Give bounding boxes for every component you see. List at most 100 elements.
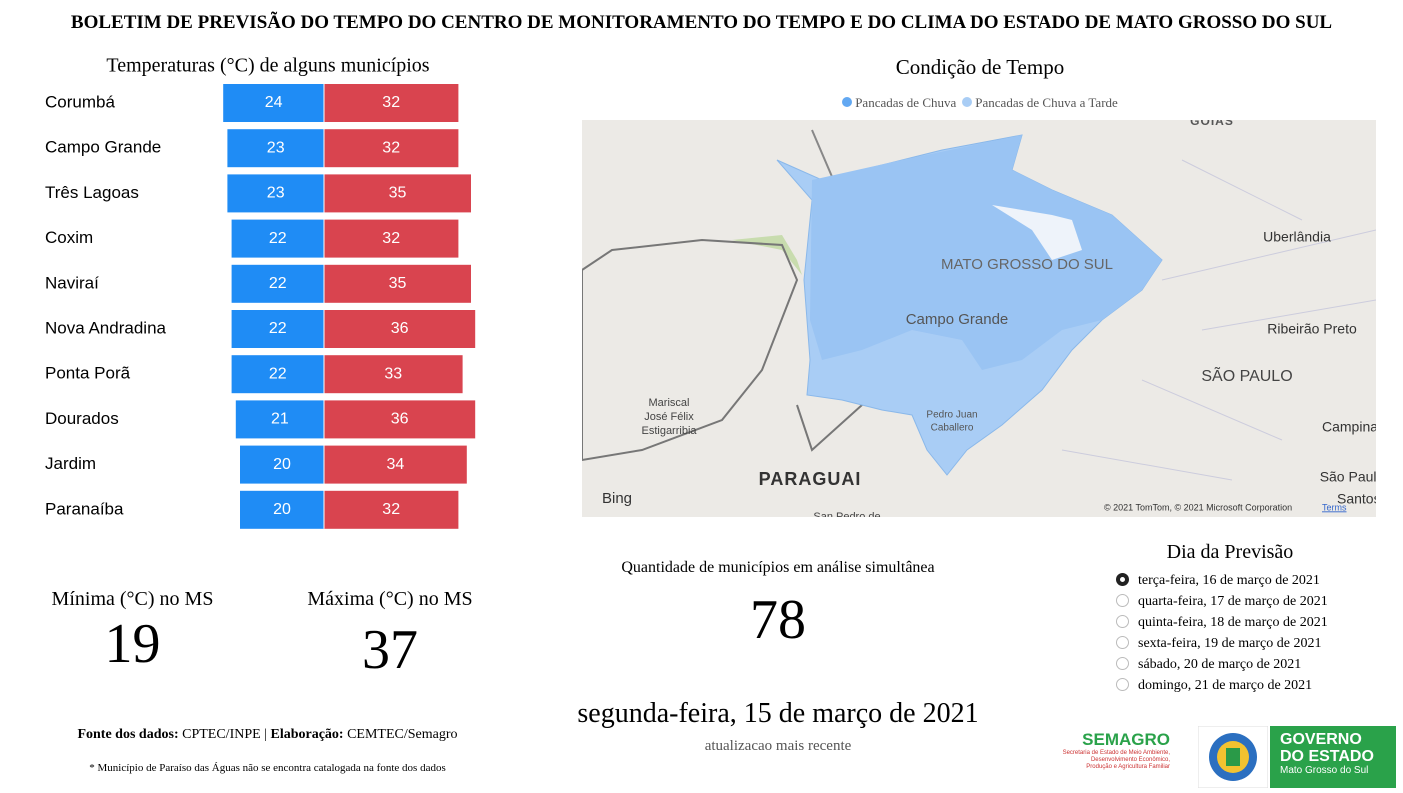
min-value: 19 <box>104 613 161 675</box>
map-label: Ribeirão Preto <box>1267 321 1357 337</box>
bar <box>324 445 467 484</box>
map-label: José Félix <box>644 411 694 423</box>
value-label: 34 <box>387 456 405 473</box>
gap <box>992 205 1082 260</box>
category-label: Naviraí <box>45 273 99 292</box>
bar <box>231 264 324 303</box>
forecast-title: Dia da Previsão <box>1166 541 1294 563</box>
bar <box>324 219 459 258</box>
bar <box>324 310 476 348</box>
map-title: Condição de Tempo <box>895 55 1065 79</box>
radio-label: sexta-feira, 19 de março de 2021 <box>1138 636 1322 651</box>
update-date: segunda-feira, 15 de março de 2021 <box>577 698 979 729</box>
radio-dot <box>1116 594 1129 607</box>
source: CPTEC/INPE | <box>182 727 267 742</box>
value-label: 36 <box>391 411 409 428</box>
value-label: 20 <box>273 456 291 473</box>
bar <box>231 310 324 348</box>
radio-option[interactable]: domingo, 21 de março de 2021 <box>1116 678 1312 694</box>
bar <box>324 490 459 529</box>
radio-label: sábado, 20 de março de 2021 <box>1138 657 1302 672</box>
bar <box>227 129 324 168</box>
radio-option[interactable]: sexta-feira, 19 de março de 2021 <box>1116 636 1321 652</box>
category-label: Campo Grande <box>45 138 161 157</box>
radio-option[interactable]: sábado, 20 de março de 2021 <box>1116 657 1301 673</box>
category-label: Dourados <box>45 409 119 428</box>
category-label: Ponta Porã <box>45 364 131 383</box>
category-label: Paranaíba <box>45 499 124 518</box>
map-label: São Paulo <box>1320 469 1376 485</box>
gov-line: DO ESTADO <box>1280 748 1374 765</box>
count-value: 78 <box>750 589 806 651</box>
coat-of-arms <box>1198 726 1268 788</box>
value-label: 22 <box>269 320 287 337</box>
legend-label: Pancadas de Chuva <box>855 95 957 110</box>
bar-chart: Temperaturas (°C) de alguns municípios C… <box>45 55 476 529</box>
road <box>1061 159 1376 481</box>
category-label: Nova Andradina <box>45 318 167 337</box>
map-label: Santos <box>1337 491 1376 507</box>
map-label: Mariscal <box>649 397 690 409</box>
bar <box>227 174 324 213</box>
bar <box>231 355 324 394</box>
value-label: 35 <box>389 275 407 292</box>
semagro-line: Produção e Agricultura Familiar <box>1086 764 1170 770</box>
radio-dot <box>1116 636 1129 649</box>
category-label: Coxim <box>45 228 93 247</box>
category-label: Jardim <box>45 454 96 473</box>
value-label: 21 <box>271 411 289 428</box>
map-label: Uberlândia <box>1263 229 1331 245</box>
map-label: MATO GROSSO DO SUL <box>941 256 1113 273</box>
radio-option[interactable]: quinta-feira, 18 de março de 2021 <box>1116 615 1328 631</box>
legend-item: Pancadas de Chuva <box>842 95 956 110</box>
radio-dot <box>1116 657 1129 670</box>
bar <box>240 445 324 484</box>
bar <box>324 174 471 213</box>
semagro-name: SEMAGRO <box>1082 730 1170 749</box>
legend-swatch <box>962 97 973 107</box>
radio-label: domingo, 21 de março de 2021 <box>1138 678 1313 693</box>
bar <box>324 264 471 303</box>
gov-line: GOVERNO <box>1280 731 1362 748</box>
radio-dot <box>1116 573 1129 586</box>
bar <box>324 355 463 394</box>
source-label: Fonte dos dados: <box>77 727 179 742</box>
bar <box>223 84 324 122</box>
legend-item: Pancadas de Chuva a Tarde <box>962 95 1118 110</box>
bar <box>231 219 324 258</box>
bar <box>240 490 324 529</box>
radio-option[interactable]: terça-feira, 16 de março de 2021 <box>1116 573 1320 589</box>
value-label: 22 <box>269 365 287 382</box>
map-label: Campo Grande <box>906 311 1009 328</box>
value-label: 22 <box>269 275 287 292</box>
bar <box>324 84 459 122</box>
value-label: 23 <box>267 185 285 202</box>
map-label: GOIÁS <box>1190 120 1234 128</box>
map-label: PARAGUAI <box>759 469 862 489</box>
state-region <box>810 135 1162 370</box>
radio-option[interactable]: quarta-feira, 17 de março de 2021 <box>1116 594 1328 610</box>
value-label: 20 <box>273 501 291 518</box>
made: CEMTEC/Semagro <box>347 727 458 742</box>
bar <box>324 129 459 168</box>
gov-logo: GOVERNO DO ESTADO Mato Grosso do Sul <box>1270 726 1396 788</box>
map-label: Caballero <box>931 423 974 434</box>
value-label: 32 <box>382 501 400 518</box>
value-label: 32 <box>382 94 400 111</box>
map-terms[interactable]: Terms <box>1322 502 1347 512</box>
value-label: 32 <box>382 139 400 156</box>
map[interactable]: GOIÁS Uberlândia MATO GROSSO DO SUL Campo G… <box>582 120 1376 517</box>
semagro-line: Secretaria de Estado de Meio Ambiente, <box>1062 750 1170 756</box>
source-line: Fonte dos dados: CPTEC/INPE | Elaboração… <box>0 727 535 743</box>
page-title: BOLETIM DE PREVISÃO DO TEMPO DO CENTRO D… <box>70 12 1333 33</box>
border <box>796 404 863 452</box>
radio-label: terça-feira, 16 de março de 2021 <box>1138 573 1320 588</box>
category-label: Três Lagoas <box>45 183 139 202</box>
value-label: 32 <box>382 230 400 247</box>
legend-label: Pancadas de Chuva a Tarde <box>975 95 1118 110</box>
bar <box>324 400 476 439</box>
note: * Município de Paraíso das Águas não se … <box>89 762 446 774</box>
count-label: Quantidade de municípios em análise simu… <box>621 559 935 576</box>
map-label: Estigarribia <box>641 425 697 437</box>
value-label: 36 <box>391 320 409 337</box>
